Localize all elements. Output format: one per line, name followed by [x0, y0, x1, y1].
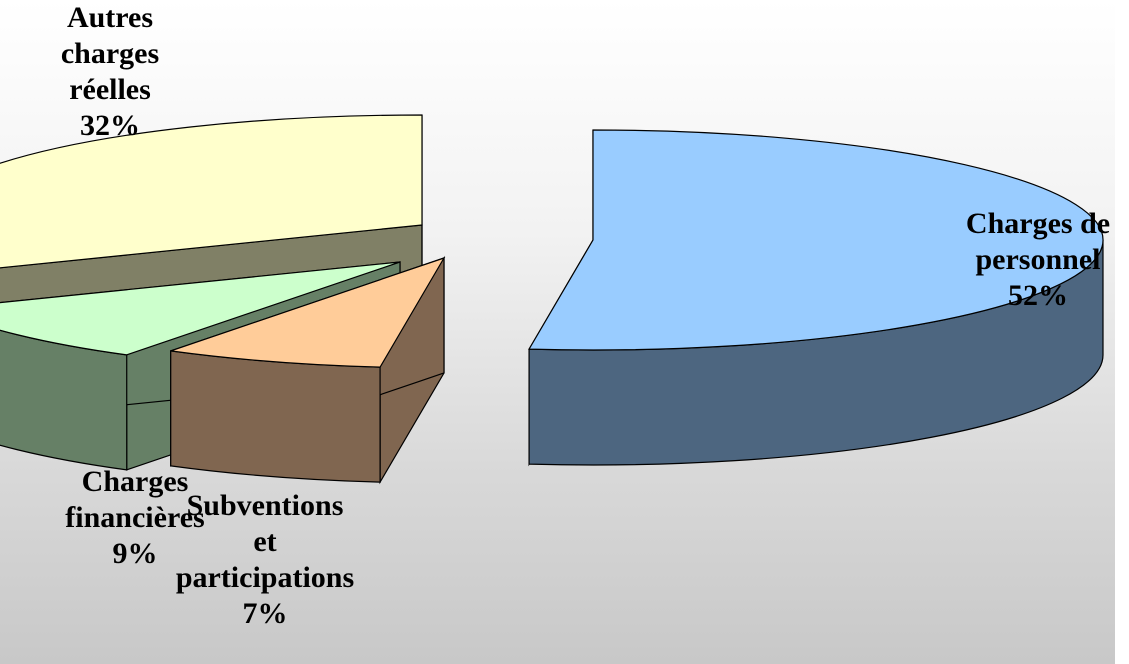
slice-top-face — [528, 129, 1104, 351]
slice-top-face — [170, 256, 446, 368]
pie-slice-subventions-et-participations — [170, 255, 446, 485]
label-line: Autres — [66, 1, 154, 34]
label-pct: 9% — [112, 537, 158, 570]
label-autres-charges-reelles: Autres charges réelles 32% — [20, 0, 200, 144]
label-line: et — [253, 525, 277, 558]
label-line: Subventions — [186, 489, 344, 522]
slice-rim — [170, 350, 381, 483]
label-line: Charges — [81, 465, 189, 498]
label-charges-financieres: Charges financières 9% — [40, 464, 230, 572]
label-line: participations — [175, 561, 355, 594]
slice-top-face — [0, 261, 401, 356]
label-subventions-et-participations: Subventions et participations 7% — [145, 488, 385, 632]
label-pct: 32% — [80, 109, 140, 142]
label-line: financières — [65, 501, 205, 534]
label-pct: 52% — [1008, 279, 1068, 312]
pie-slice-charges-de-personnel — [528, 129, 1104, 467]
slice-top-face — [0, 114, 423, 269]
label-charges-de-personnel: Charges de personnel 52% — [938, 206, 1129, 314]
label-line: réelles — [69, 73, 151, 106]
label-pct: 7% — [242, 597, 288, 630]
label-line: personnel — [975, 243, 1101, 276]
label-line: Charges de — [965, 207, 1111, 240]
label-line: charges — [60, 37, 160, 70]
